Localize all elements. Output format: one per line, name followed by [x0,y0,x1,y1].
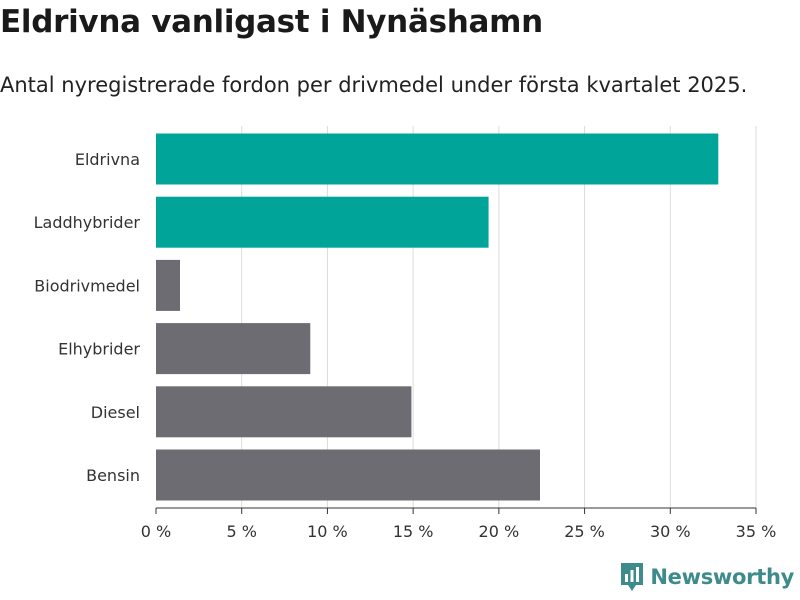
bar-layer [156,133,719,501]
bar-diesel [156,386,412,438]
category-label: Diesel [91,403,140,422]
category-label: Biodrivmedel [34,276,140,295]
bar-laddhybrider [156,196,489,248]
axis-layer [155,507,757,514]
x-tick-label: 0 % [141,522,171,541]
category-label: Eldrivna [75,150,140,169]
bar-eldrivna [156,133,719,185]
grid-layer [241,126,757,508]
x-tick-label: 15 % [393,522,434,541]
x-tick-label: 5 % [226,522,256,541]
chart-subtitle: Antal nyregistrerade fordon per drivmede… [0,73,748,97]
x-tick-label: 10 % [307,522,348,541]
bar-biodrivmedel [156,259,180,311]
label-layer: 0 % 5 % 10 % 15 % 20 % 25 % 30 % 35 % Eldrivna La… [34,150,777,541]
category-label: Laddhybrider [34,213,141,232]
x-tick-label: 30 % [650,522,691,541]
chart-title: Eldrivna vanligast i Nynäshamn [0,4,543,40]
brand-name: Newsworthy [650,565,794,589]
newsworthy-logo-icon [621,563,644,591]
x-tick-label: 20 % [479,522,520,541]
x-tick-label: 25 % [564,522,605,541]
bar-bensin [156,449,540,501]
newsworthy-brand: Newsworthy [620,562,794,592]
category-label: Bensin [86,466,140,485]
bar-elhybrider [156,323,311,375]
x-tick-label: 35 % [736,522,777,541]
category-label: Elhybrider [58,340,140,359]
